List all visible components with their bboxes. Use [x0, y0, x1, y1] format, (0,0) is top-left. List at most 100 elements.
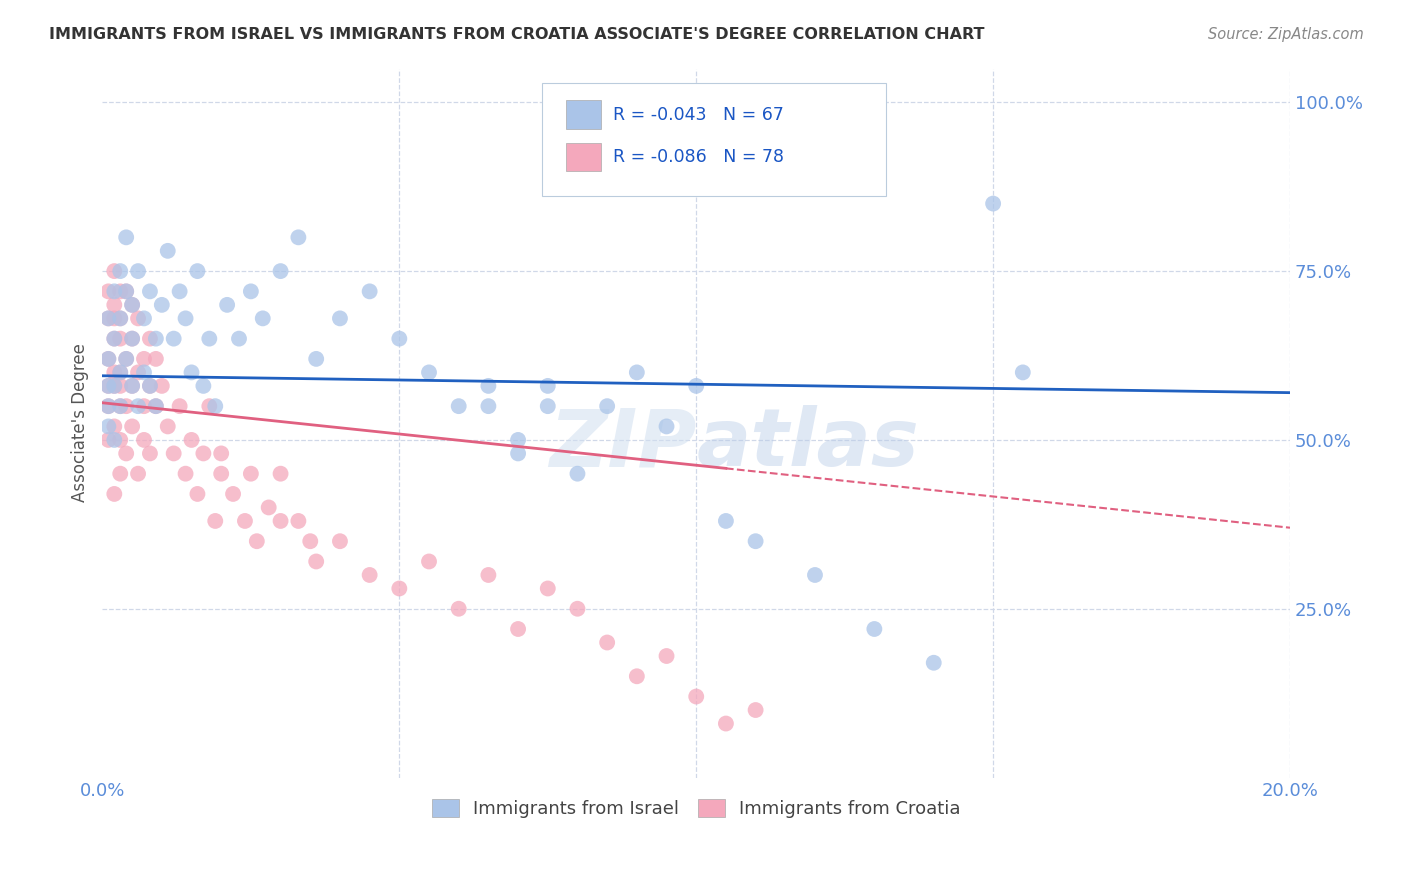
- Point: [209, 446, 232, 460]
- Point: [477, 379, 499, 393]
- Point: [537, 399, 560, 413]
- Point: [209, 467, 232, 481]
- Point: [655, 419, 678, 434]
- Point: [270, 264, 292, 278]
- Point: [922, 656, 945, 670]
- Point: [287, 514, 309, 528]
- Point: [97, 379, 120, 393]
- Point: [110, 264, 132, 278]
- Point: [97, 399, 120, 413]
- Point: [329, 534, 352, 549]
- Point: [744, 703, 766, 717]
- Text: IMMIGRANTS FROM ISRAEL VS IMMIGRANTS FROM CROATIA ASSOCIATE'S DEGREE CORRELATION: IMMIGRANTS FROM ISRAEL VS IMMIGRANTS FRO…: [49, 27, 984, 42]
- Point: [163, 446, 186, 460]
- Point: [714, 716, 737, 731]
- Point: [204, 514, 226, 528]
- Point: [359, 285, 381, 299]
- Point: [506, 446, 529, 460]
- Point: [145, 351, 167, 366]
- Point: [163, 332, 186, 346]
- Point: [132, 365, 155, 379]
- Point: [299, 534, 322, 549]
- Y-axis label: Associate's Degree: Associate's Degree: [72, 343, 89, 502]
- Point: [103, 433, 125, 447]
- Point: [110, 311, 132, 326]
- Point: [139, 285, 162, 299]
- Point: [685, 690, 707, 704]
- Point: [305, 554, 328, 568]
- Point: [132, 399, 155, 413]
- Point: [626, 669, 648, 683]
- Bar: [565, 101, 602, 128]
- Point: [537, 582, 560, 596]
- Point: [139, 379, 162, 393]
- Point: [121, 298, 143, 312]
- Point: [115, 285, 138, 299]
- Point: [103, 285, 125, 299]
- Point: [567, 467, 589, 481]
- Point: [139, 446, 162, 460]
- Point: [110, 365, 132, 379]
- Point: [110, 467, 132, 481]
- Point: [506, 622, 529, 636]
- Point: [198, 332, 221, 346]
- Text: ZIP: ZIP: [548, 405, 696, 483]
- Point: [305, 351, 328, 366]
- Point: [145, 332, 167, 346]
- Point: [596, 635, 619, 649]
- Point: [567, 601, 589, 615]
- Point: [103, 332, 125, 346]
- Point: [981, 196, 1004, 211]
- Point: [115, 446, 138, 460]
- Bar: [565, 143, 602, 171]
- Point: [198, 399, 221, 413]
- Point: [115, 351, 138, 366]
- Point: [193, 446, 215, 460]
- Point: [418, 365, 440, 379]
- Text: atlas: atlas: [696, 405, 920, 483]
- Point: [127, 311, 149, 326]
- Point: [804, 568, 827, 582]
- Point: [139, 379, 162, 393]
- Point: [103, 332, 125, 346]
- Point: [103, 379, 125, 393]
- Point: [228, 332, 250, 346]
- Point: [103, 298, 125, 312]
- Point: [132, 311, 155, 326]
- Point: [103, 264, 125, 278]
- Point: [359, 568, 381, 582]
- Point: [121, 298, 143, 312]
- Point: [127, 264, 149, 278]
- Point: [97, 351, 120, 366]
- Point: [97, 285, 120, 299]
- Point: [132, 433, 155, 447]
- Point: [863, 622, 886, 636]
- Point: [418, 554, 440, 568]
- Point: [186, 264, 208, 278]
- Point: [270, 514, 292, 528]
- Point: [447, 399, 470, 413]
- Point: [150, 379, 173, 393]
- Point: [169, 285, 191, 299]
- Point: [97, 351, 120, 366]
- Point: [217, 298, 239, 312]
- Point: [121, 419, 143, 434]
- Point: [103, 311, 125, 326]
- Point: [127, 399, 149, 413]
- Point: [222, 487, 245, 501]
- Point: [174, 311, 197, 326]
- Point: [744, 534, 766, 549]
- Point: [132, 351, 155, 366]
- Point: [110, 285, 132, 299]
- Point: [127, 467, 149, 481]
- Point: [97, 419, 120, 434]
- Text: Source: ZipAtlas.com: Source: ZipAtlas.com: [1208, 27, 1364, 42]
- Point: [103, 487, 125, 501]
- Point: [388, 582, 411, 596]
- Point: [626, 365, 648, 379]
- Point: [110, 399, 132, 413]
- Point: [110, 379, 132, 393]
- Point: [97, 379, 120, 393]
- Point: [121, 379, 143, 393]
- Point: [252, 311, 274, 326]
